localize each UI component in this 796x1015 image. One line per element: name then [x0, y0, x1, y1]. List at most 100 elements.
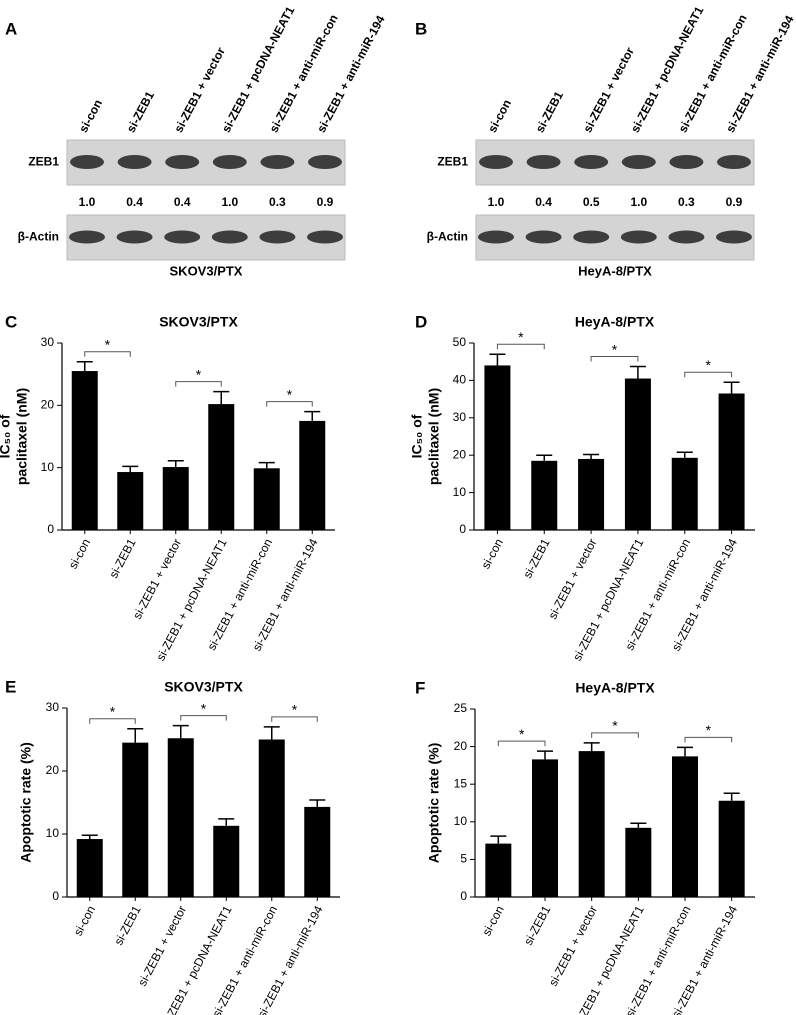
significance-label: *	[105, 336, 111, 352]
error-bar	[258, 461, 275, 469]
bar	[531, 460, 558, 530]
y-tick-label: 10	[453, 485, 467, 499]
significance-bracket	[497, 740, 546, 747]
blot-band	[307, 230, 343, 244]
y-tick-label: 10	[454, 814, 468, 828]
bar	[76, 839, 103, 897]
x-tick-label: si-con	[71, 903, 98, 938]
significance-bracket	[84, 351, 131, 357]
significance-bracket	[180, 715, 227, 721]
error-bar	[167, 460, 184, 468]
bar	[718, 393, 745, 530]
error-bar	[537, 750, 553, 760]
lane-label: si-ZEB1 + vector	[580, 45, 637, 135]
x-tick-label: si-con	[478, 536, 505, 571]
x-tick-label: si-con	[479, 903, 506, 938]
band-quantification: 0.9	[317, 195, 334, 209]
significance-label: *	[612, 341, 618, 357]
blot-row-label: β-Actin	[427, 230, 468, 244]
band-quantification: 0.3	[269, 195, 286, 209]
bar	[253, 468, 280, 530]
significance-bracket	[684, 736, 733, 743]
y-tick-label: 30	[46, 700, 60, 714]
cell-line-label: SKOV3/PTX	[170, 263, 243, 278]
bar	[122, 742, 149, 897]
significance-bracket	[591, 732, 639, 738]
y-tick-label: 10	[46, 826, 60, 840]
significance-label: *	[201, 700, 207, 716]
y-axis-label: paclitaxel (nM)	[426, 388, 442, 485]
error-bar	[213, 390, 230, 405]
significance-bracket	[496, 343, 545, 350]
bar	[578, 458, 605, 530]
blot-band	[621, 155, 656, 169]
bar	[208, 404, 235, 530]
error-bar	[677, 746, 693, 757]
bar	[213, 825, 240, 897]
y-tick-label: 5	[460, 852, 467, 866]
bar	[624, 378, 651, 530]
error-bar	[676, 451, 693, 458]
band-quantification: 0.9	[726, 195, 743, 209]
bar	[258, 739, 285, 897]
bar	[299, 420, 326, 530]
cell-line-label: HeyA-8/PTX	[578, 263, 652, 278]
panel-label: E	[5, 677, 16, 696]
blot-band	[117, 155, 152, 169]
error-bar	[76, 360, 93, 372]
bar	[625, 827, 652, 897]
bar	[578, 751, 605, 897]
y-axis-label: Apoptotic rate (%)	[426, 743, 442, 864]
blot-band	[69, 230, 105, 244]
y-tick-label: 20	[46, 763, 60, 777]
error-bar	[490, 835, 507, 844]
blot-membrane	[475, 139, 755, 186]
error-bar	[536, 454, 553, 461]
error-bar	[304, 410, 321, 421]
band-quantification: 1.0	[79, 195, 96, 209]
y-tick-label: 15	[454, 776, 468, 790]
bar	[484, 365, 511, 530]
bar	[532, 759, 558, 897]
blot-band	[669, 155, 704, 169]
y-axis-label: Apoptotic rate (%)	[18, 742, 34, 863]
lane-label: si-ZEB1	[124, 89, 157, 135]
error-bar	[122, 465, 139, 473]
error-bar	[583, 742, 600, 752]
y-tick-label: 40	[453, 373, 467, 387]
error-bar	[172, 724, 189, 739]
band-quantification: 0.3	[678, 195, 695, 209]
error-bar	[489, 353, 506, 366]
panel-label: D	[415, 312, 427, 331]
bar	[672, 756, 698, 897]
bar	[671, 457, 698, 530]
band-quantification: 0.4	[126, 195, 143, 209]
blot-band	[526, 155, 561, 169]
blot-row-label: β-Actin	[18, 230, 59, 244]
blot-row-label: ZEB1	[437, 155, 468, 169]
blot-band	[70, 155, 104, 169]
blot-band	[260, 155, 295, 169]
y-tick-label: 50	[453, 335, 467, 349]
blot-band	[573, 230, 610, 244]
band-quantification: 1.0	[488, 195, 505, 209]
blot-band	[165, 155, 200, 169]
blot-band	[620, 230, 657, 244]
chart-title: SKOV3/PTX	[159, 314, 238, 330]
significance-label: *	[612, 718, 618, 734]
error-bar	[723, 381, 740, 394]
band-quantification: 0.4	[535, 195, 552, 209]
band-quantification: 1.0	[630, 195, 647, 209]
blot-band	[116, 230, 153, 244]
y-tick-label: 20	[41, 398, 55, 412]
significance-label: *	[110, 703, 116, 719]
error-bar	[309, 799, 326, 807]
significance-label: *	[196, 366, 202, 382]
significance-bracket	[266, 401, 313, 407]
blot-band	[164, 230, 201, 244]
significance-bracket	[590, 356, 639, 362]
error-bar	[723, 792, 740, 801]
x-tick-label: si-ZEB1	[111, 903, 144, 948]
chart-title: HeyA-8/PTX	[575, 680, 655, 696]
